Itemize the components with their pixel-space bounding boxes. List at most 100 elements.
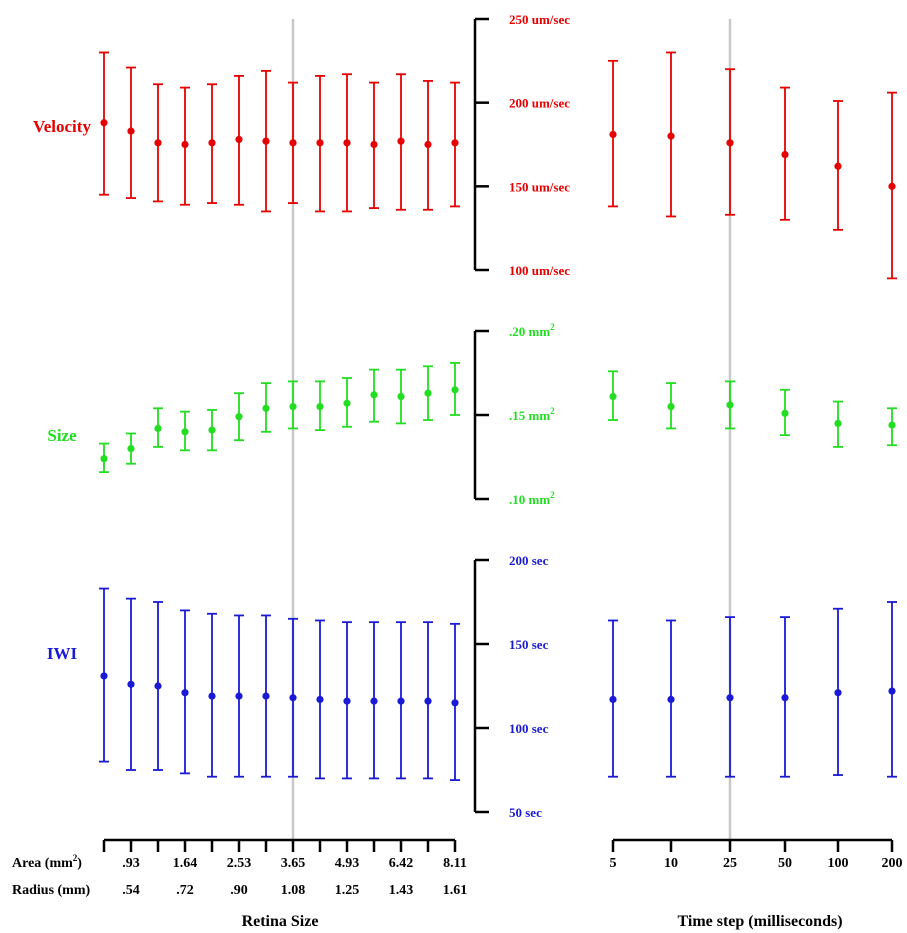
mean-point <box>888 421 896 429</box>
area-tick-label: .93 <box>122 856 140 871</box>
mean-point <box>235 413 243 421</box>
radius-tick-label: .72 <box>176 883 194 898</box>
mean-point <box>100 119 108 127</box>
mean-point <box>609 695 617 704</box>
right-x-tick-label: 200 <box>882 856 903 871</box>
mean-point <box>370 697 378 705</box>
mean-point <box>127 680 135 688</box>
y-tick-label: 150 sec <box>509 637 549 652</box>
mean-point <box>154 139 162 147</box>
mean-point <box>451 699 459 707</box>
mean-point <box>726 139 734 147</box>
mean-point <box>370 391 378 399</box>
radius-tick-label: 1.43 <box>389 883 414 898</box>
area-tick-label: 4.93 <box>335 856 360 871</box>
mean-point <box>343 697 351 705</box>
mean-point <box>834 689 842 697</box>
mean-point <box>316 403 324 411</box>
right-x-title: Time step (milliseconds) <box>677 913 842 930</box>
right-x-tick-label: 100 <box>828 856 849 871</box>
mean-point <box>343 399 351 407</box>
mean-point <box>154 682 162 690</box>
bottom-axes: Area (mm2) Radius (mm) Retina Size Time … <box>12 838 903 930</box>
mean-point <box>208 139 216 147</box>
right-x-tick-label: 25 <box>723 856 737 871</box>
mean-point <box>667 695 675 704</box>
mean-point <box>343 139 351 147</box>
mean-point <box>781 150 789 159</box>
mean-point <box>667 132 675 140</box>
mean-point <box>316 139 324 147</box>
mean-point <box>100 672 108 680</box>
mean-point <box>127 445 135 453</box>
area-label-superscript: 2 <box>73 853 78 863</box>
panel-name-velocity: Velocity <box>33 117 91 136</box>
chart-panels: Velocity 250 um/sec 200 um/sec 150 um/sec 10… <box>33 12 897 820</box>
mean-point <box>781 694 789 702</box>
radius-tick-label: 1.61 <box>443 883 468 898</box>
y-tick-label: 250 um/sec <box>509 12 570 27</box>
mean-point <box>397 392 405 401</box>
panel-iwi: IWI 200 sec 150 sec 100 sec 50 sec <box>47 553 897 820</box>
right-x-tick-label: 10 <box>664 856 678 871</box>
mean-point <box>289 403 297 411</box>
mean-point <box>370 140 378 149</box>
left-x-title: Retina Size <box>242 913 319 930</box>
mean-point <box>181 140 189 149</box>
area-tick-label: 3.65 <box>281 856 306 871</box>
mean-point <box>208 692 216 700</box>
area-tick-label: 1.64 <box>173 856 198 871</box>
panel-velocity: Velocity 250 um/sec 200 um/sec 150 um/sec 10… <box>33 12 897 280</box>
area-label-rest: ) <box>77 856 82 871</box>
y-tick-label: 200 um/sec <box>509 96 570 111</box>
mean-point <box>208 426 216 434</box>
area-tick-label: 6.42 <box>389 856 414 871</box>
panel-name-iwi: IWI <box>47 644 78 663</box>
mean-point <box>154 424 162 433</box>
mean-point <box>397 697 405 705</box>
mean-point <box>609 392 617 401</box>
mean-point <box>262 137 270 145</box>
mean-point <box>888 687 896 695</box>
mean-point <box>451 386 459 394</box>
mean-point <box>834 419 842 427</box>
radius-tick-label: 1.25 <box>335 883 360 898</box>
y-tick-label: 200 sec <box>509 553 549 568</box>
area-label-text: Area (mm <box>12 856 73 871</box>
mean-point <box>726 694 734 702</box>
radius-tick-label: .90 <box>230 883 248 898</box>
panel-size: Size .20 mm2 .15 mm2 .10 mm2 <box>47 322 897 507</box>
mean-point <box>181 689 189 697</box>
mean-point <box>424 697 432 705</box>
mean-point <box>100 455 108 463</box>
mean-point <box>289 694 297 702</box>
y-tick-label: .15 mm2 <box>509 406 555 423</box>
mean-point <box>316 695 324 704</box>
right-x-tick-label: 50 <box>778 856 792 871</box>
mean-point <box>235 692 243 700</box>
mean-point <box>781 409 789 417</box>
radius-axis-label: Radius (mm) <box>12 883 91 898</box>
mean-point <box>235 135 243 144</box>
y-tick-label: .10 mm2 <box>509 490 555 507</box>
y-tick-label: 100 um/sec <box>509 263 570 278</box>
mean-point <box>726 401 734 409</box>
mean-point <box>262 404 270 412</box>
right-x-tick-label: 5 <box>610 856 617 871</box>
reference-guides <box>291 19 732 840</box>
mean-point <box>262 692 270 700</box>
area-tick-label: 8.11 <box>443 856 467 871</box>
mean-point <box>888 182 896 190</box>
y-tick-label: 100 sec <box>509 721 549 736</box>
y-tick-label: 50 sec <box>509 805 542 820</box>
mean-point <box>609 130 617 139</box>
radius-tick-label: .54 <box>122 883 140 898</box>
mean-point <box>127 127 135 135</box>
mean-point <box>834 162 842 170</box>
mean-point <box>181 428 189 436</box>
radius-tick-label: 1.08 <box>281 883 306 898</box>
mean-point <box>667 403 675 411</box>
panel-name-size: Size <box>47 426 77 445</box>
area-axis-label: Area (mm2) <box>12 853 82 871</box>
